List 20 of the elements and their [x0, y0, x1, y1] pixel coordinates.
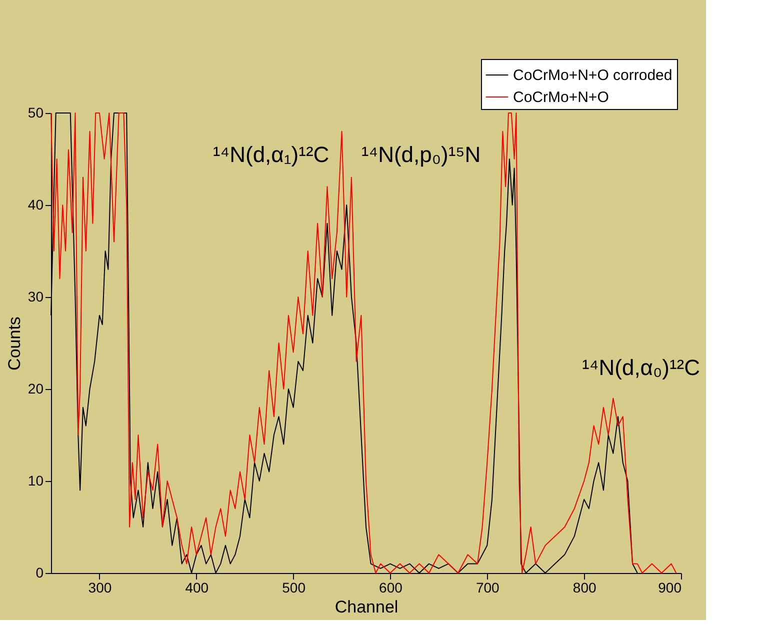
x-tick-label: 700	[476, 580, 500, 596]
y-tick-label: 50	[28, 104, 44, 120]
x-tick-label: 600	[379, 580, 403, 596]
y-tick-label: 10	[28, 472, 44, 488]
y-tick-label: 30	[28, 288, 44, 304]
annotation: ¹⁴N(d,α₀)¹²C	[582, 355, 700, 380]
annotation: ¹⁴N(d,α₁)¹²C	[212, 142, 330, 167]
x-tick-label: 500	[282, 580, 306, 596]
legend-label: CoCrMo+N+O corroded	[513, 67, 672, 84]
x-tick-label: 900	[658, 580, 682, 596]
x-tick-label: 800	[572, 580, 596, 596]
x-tick-label: 400	[185, 580, 209, 596]
annotation: ¹⁴N(d,p₀)¹⁵N	[361, 142, 481, 167]
x-axis-title: Channel	[334, 598, 398, 616]
x-tick-label: 300	[88, 580, 112, 596]
y-tick-label: 40	[28, 196, 44, 212]
legend-label: CoCrMo+N+O	[513, 89, 609, 106]
y-axis-title: Counts	[4, 316, 24, 370]
y-tick-label: 20	[28, 380, 44, 396]
y-tick-label: 0	[36, 564, 44, 580]
